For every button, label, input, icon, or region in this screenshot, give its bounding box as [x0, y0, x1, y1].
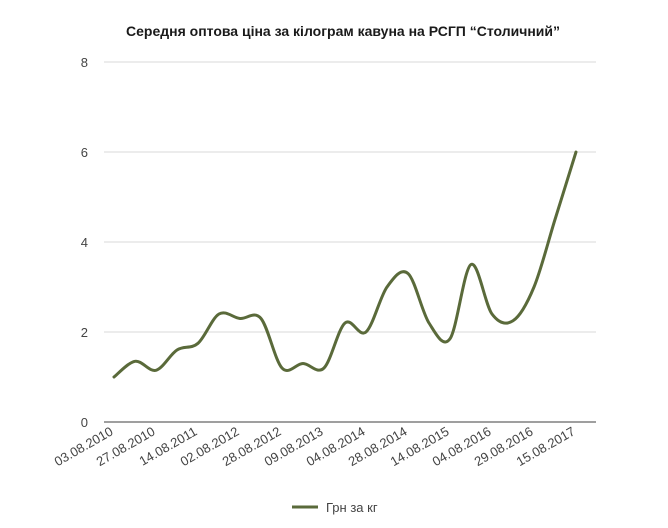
- y-tick-label: 6: [81, 145, 88, 160]
- x-axis-ticks: 03.08.201027.08.201014.08.201102.08.2012…: [52, 424, 578, 470]
- series-layer: [112, 150, 578, 379]
- y-tick-label: 2: [81, 325, 88, 340]
- chart-title: Середня оптова ціна за кілограм кавуна н…: [126, 23, 560, 39]
- y-tick-label: 4: [81, 235, 88, 250]
- y-tick-label: 8: [81, 55, 88, 70]
- legend: Грн за кг: [292, 500, 378, 515]
- y-tick-label: 0: [81, 415, 88, 430]
- series-line: [112, 150, 578, 379]
- y-axis-ticks: 0 2 4 6 8: [81, 55, 88, 430]
- legend-label: Грн за кг: [326, 500, 378, 515]
- grid-lines: [104, 61, 596, 423]
